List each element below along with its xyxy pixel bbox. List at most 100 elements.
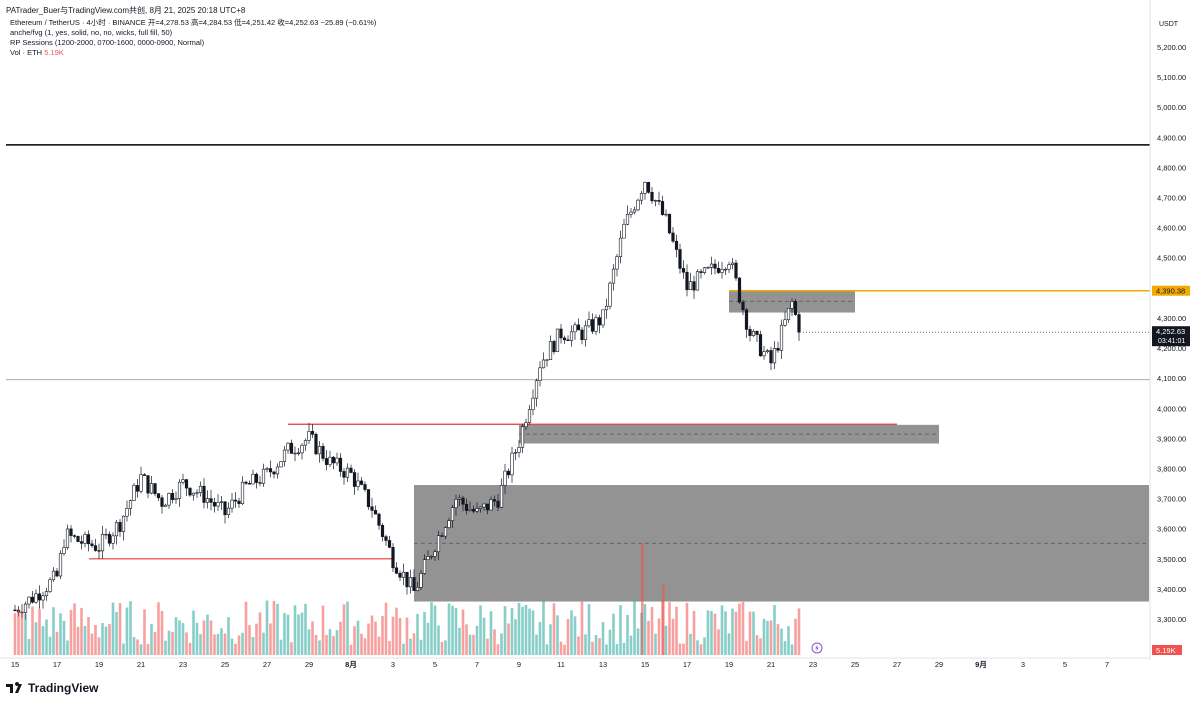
- volume-bar: [759, 638, 762, 655]
- candle-body: [174, 498, 178, 500]
- volume-bar: [545, 644, 549, 655]
- candle-body: [678, 249, 682, 269]
- candle-body: [163, 504, 168, 507]
- volume-bar: [475, 625, 479, 655]
- time-tick-label: 13: [599, 660, 607, 669]
- price-tick-label: 3,300.00: [1157, 615, 1186, 624]
- candle-body: [765, 350, 770, 352]
- candle-body: [461, 497, 465, 505]
- candle-body: [118, 522, 122, 532]
- candle-body: [142, 474, 147, 476]
- volume-bar: [136, 639, 139, 655]
- volume-bar: [300, 612, 304, 655]
- volume-bar: [328, 629, 332, 655]
- candle-body: [44, 591, 49, 597]
- candle-body: [713, 263, 717, 269]
- time-tick-label: 5: [433, 660, 437, 669]
- volume-bar: [797, 608, 801, 655]
- volume-bar: [587, 604, 591, 655]
- volume-bar: [794, 618, 797, 655]
- time-tick-label: 21: [137, 660, 145, 669]
- time-tick-label: 27: [263, 660, 271, 669]
- candle-body: [436, 535, 441, 553]
- candle-body: [237, 500, 241, 504]
- legend-sessions-line[interactable]: RP Sessions (1200-2000, 0700-1600, 0000-…: [10, 38, 205, 47]
- candle-body: [489, 499, 493, 511]
- volume-tag: [1152, 645, 1182, 655]
- candle-body: [685, 271, 689, 291]
- volume-bar: [349, 644, 353, 655]
- volume-bar: [517, 602, 521, 655]
- volume-bar: [580, 601, 584, 655]
- candle-body: [62, 547, 66, 554]
- volume-bar: [633, 600, 636, 655]
- candle-body: [251, 473, 255, 485]
- legend-volume-line[interactable]: Vol · ETH 5.19K: [10, 48, 376, 58]
- time-tick-label: 23: [179, 660, 187, 669]
- current-price-tag: [1152, 326, 1190, 347]
- price-tick-label: 3,900.00: [1157, 434, 1186, 443]
- volume-bar: [731, 608, 734, 655]
- candle-body: [499, 485, 504, 508]
- time-tick-label: 29: [935, 660, 943, 669]
- volume-bar: [531, 610, 535, 655]
- candle-body: [797, 314, 801, 333]
- legend-fvg-line[interactable]: anche/fvg (1, yes, solid, no, no, wicks,…: [10, 28, 173, 37]
- volume-bar: [241, 632, 244, 655]
- candle-body: [170, 493, 175, 500]
- volume-bar: [377, 636, 381, 655]
- candle-body: [590, 319, 595, 332]
- legend-volume-prefix: Vol · ETH: [10, 48, 43, 57]
- candle-body: [317, 446, 322, 455]
- volume-bar: [696, 640, 699, 655]
- candle-body: [629, 211, 633, 215]
- volume-bar: [689, 633, 692, 655]
- legend-symbol-line[interactable]: Ethereum / TetherUS · 4小时 · BINANCE 开=4,…: [10, 18, 377, 27]
- volume-bar: [465, 624, 468, 655]
- candle-body: [730, 262, 735, 265]
- candle-body: [114, 522, 119, 537]
- candle-body: [513, 452, 518, 454]
- price-tick-label: 4,300.00: [1157, 314, 1186, 323]
- candle-body: [335, 457, 339, 464]
- volume-bar: [290, 642, 293, 655]
- lightning-bolt-glyph: [815, 644, 819, 652]
- volume-bar: [178, 620, 181, 655]
- candle-body: [758, 334, 763, 357]
- candle-body: [541, 359, 546, 369]
- candle-body: [594, 317, 598, 332]
- candle-body: [380, 525, 385, 537]
- price-tick-label: 4,600.00: [1157, 224, 1186, 233]
- volume-bar: [395, 607, 398, 655]
- candle-body: [370, 506, 374, 511]
- candle-body: [433, 551, 437, 557]
- candle-body: [734, 262, 738, 279]
- candle-body: [212, 502, 217, 507]
- volume-bar: [713, 613, 717, 655]
- volume-bar: [409, 638, 412, 655]
- volume-bar: [370, 615, 374, 655]
- candle-body: [205, 498, 210, 503]
- candle-body: [90, 543, 94, 546]
- candle-body: [377, 513, 381, 526]
- volume-bar: [332, 636, 335, 655]
- candle-body: [737, 277, 742, 303]
- candle-body: [769, 350, 773, 364]
- volume-bar: [122, 643, 125, 655]
- price-tick-label: 4,500.00: [1157, 254, 1186, 263]
- volume-bar: [521, 606, 524, 655]
- volume-bar: [244, 601, 248, 655]
- volume-bar: [248, 625, 251, 655]
- price-tick-label: 5,000.00: [1157, 103, 1186, 112]
- volume-bar: [174, 617, 178, 655]
- candle-body: [198, 485, 203, 493]
- price-tick-label: 5,200.00: [1157, 43, 1186, 52]
- price-tick-label: 4,000.00: [1157, 404, 1186, 413]
- time-tick-label: 9: [517, 660, 521, 669]
- candle-body: [100, 533, 105, 552]
- candle-body: [702, 267, 707, 273]
- candle-body: [366, 489, 371, 508]
- volume-bar: [293, 605, 297, 655]
- candle-body: [650, 192, 654, 202]
